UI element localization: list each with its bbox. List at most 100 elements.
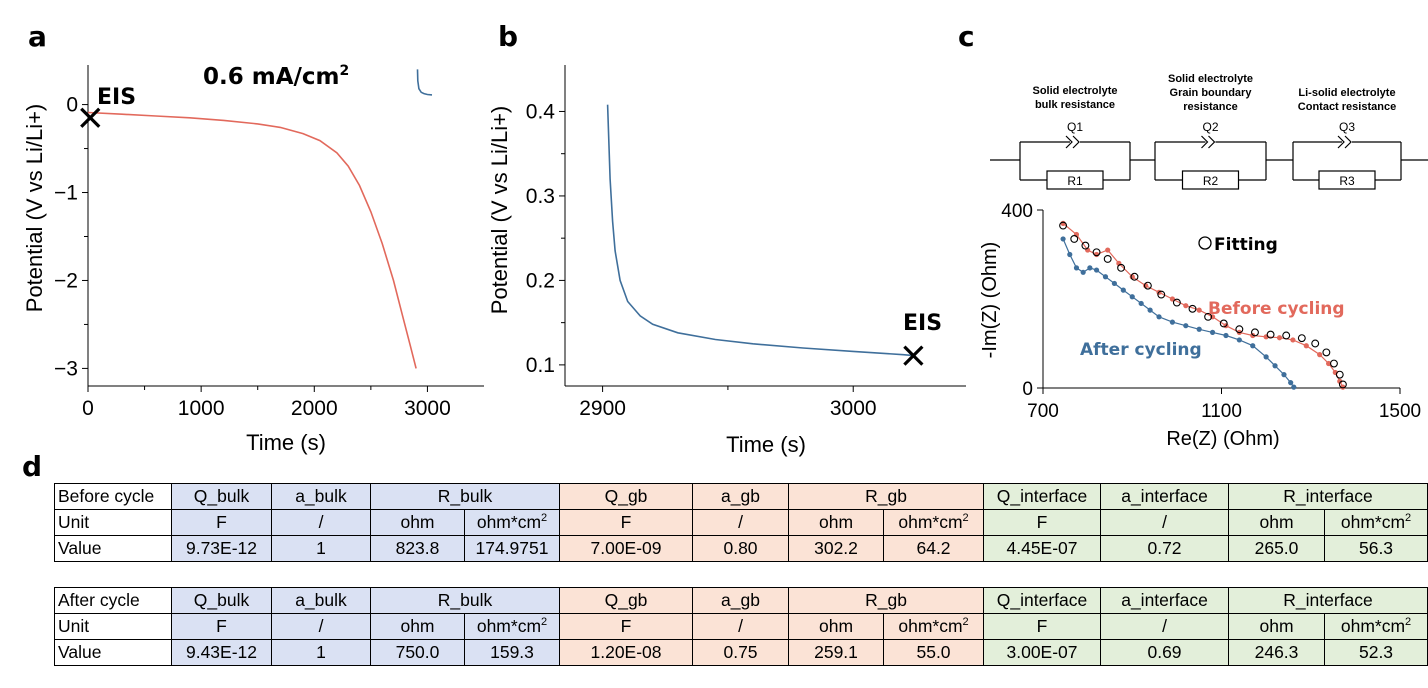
- table-cell: F: [171, 613, 272, 640]
- table-cell: 823.8: [370, 535, 465, 562]
- table-cell: F: [559, 509, 694, 536]
- data-point-red: [1340, 384, 1346, 390]
- fitting-point: [1188, 304, 1197, 313]
- x-tick-label: 1100: [1201, 401, 1242, 422]
- circuit-q-label: Q1: [1067, 120, 1083, 134]
- table-cell: F: [983, 613, 1102, 640]
- table-cell: ohm: [1228, 613, 1326, 640]
- table-cell: ohm*cm2: [883, 509, 985, 536]
- x-tick-label: 700: [1027, 401, 1059, 422]
- table-header-cell: Q_interface: [983, 483, 1102, 510]
- circuit-title-line: Grain boundary: [1170, 87, 1253, 99]
- table-row-label: Value: [54, 535, 172, 562]
- table-cell: ohm: [370, 509, 465, 536]
- table-header-cell: a_gb: [692, 483, 790, 510]
- data-point-blue: [1236, 337, 1242, 343]
- table-cell: /: [692, 509, 790, 536]
- fitting-point: [1070, 234, 1079, 243]
- table-header-cell: a_bulk: [271, 587, 371, 614]
- table-header-row: Before cycle Q_bulk a_bulk R_bulk Q_gb a_gb R_…: [54, 483, 1428, 510]
- data-point-red: [1276, 335, 1283, 341]
- y-tick-label: 400: [1001, 201, 1033, 222]
- x-tick-label: 2000: [291, 397, 338, 420]
- circuit-title-line: Contact resistance: [1298, 101, 1396, 113]
- data-point-blue: [1291, 384, 1297, 390]
- table-cell: 1.20E-08: [559, 639, 694, 666]
- table-header-cell: a_gb: [692, 587, 790, 614]
- table-value-row: Value 9.43E-12 1 750.0 159.3 1.20E-08 0.75 259.…: [54, 639, 1428, 666]
- table-header-cell: Q_interface: [983, 587, 1102, 614]
- y-axis-title: Potential (V vs Li/Li+): [22, 104, 47, 312]
- y-tick-label: −3: [54, 357, 78, 380]
- fit-table-after: After cycle Q_bulk a_bulk R_bulk Q_gb a_gb R_g…: [54, 587, 1428, 666]
- legend-before-cycling: Before cycling: [1208, 299, 1345, 319]
- table-value-row: Value 9.73E-12 1 823.8 174.9751 7.00E-09 0.80 3…: [54, 535, 1428, 562]
- table-title-cell: Before cycle: [54, 483, 172, 510]
- table-unit-row: Unit F / ohm ohm*cm2 F / ohm ohm*cm2 F / ohm ohm*cm2: [54, 613, 1428, 640]
- data-point-red: [1196, 307, 1202, 313]
- series-line-blue: [416, 69, 433, 96]
- table-cell: ohm: [788, 509, 885, 536]
- table-cell: ohm*cm2: [1324, 509, 1428, 536]
- table-header-row: After cycle Q_bulk a_bulk R_bulk Q_gb a_gb R_g…: [54, 587, 1428, 614]
- table-row-label: Unit: [54, 613, 172, 640]
- data-point-blue: [1196, 326, 1202, 332]
- circuit-q-label: Q3: [1339, 120, 1355, 134]
- y-tick-label: 0.1: [526, 354, 555, 377]
- table-cell: 0.72: [1100, 535, 1230, 562]
- unit-superscript: 2: [541, 616, 548, 629]
- circuit-title-line: Solid electrolyte: [1033, 85, 1118, 97]
- table-cell: /: [1100, 613, 1230, 640]
- table-cell: 4.45E-07: [983, 535, 1102, 562]
- table-cell: ohm*cm2: [883, 613, 985, 640]
- table-cell: 1: [271, 535, 371, 562]
- table-cell: /: [271, 509, 371, 536]
- data-point-blue: [1209, 329, 1216, 335]
- legend-fitting: Fitting: [1214, 235, 1278, 255]
- table-cell: 159.3: [463, 639, 561, 666]
- x-axis-title: Time (s): [246, 430, 326, 455]
- fitting-point: [1172, 298, 1181, 307]
- x-axis-title: Time (s): [726, 432, 806, 457]
- unit-superscript: 2: [541, 512, 548, 525]
- table-cell: 9.43E-12: [171, 639, 272, 666]
- data-point-blue: [1223, 332, 1229, 339]
- fit-table-before: Before cycle Q_bulk a_bulk R_bulk Q_gb a_gb R_…: [54, 483, 1428, 562]
- table-cell: 52.3: [1324, 639, 1428, 666]
- fitting-point: [1081, 241, 1090, 250]
- x-tick-label: 0: [82, 397, 94, 420]
- y-axis-title: -Im(Z) (Ohm): [979, 242, 1001, 359]
- x-tick-label: 3000: [830, 397, 877, 420]
- table-cell: ohm: [1228, 509, 1326, 536]
- circuit-r-label: R2: [1203, 174, 1219, 188]
- unit-superscript: 2: [1405, 512, 1412, 525]
- y-axis-title: Potential (V vs Li/Li+): [490, 106, 512, 314]
- table-header-cell: Q_gb: [559, 483, 694, 510]
- data-point-blue: [1067, 251, 1073, 258]
- fitting-point: [1282, 331, 1291, 340]
- table-cell: 0.69: [1100, 639, 1230, 666]
- y-tick-label: 0.3: [526, 185, 555, 208]
- fitting-point: [1297, 334, 1306, 343]
- panel-label-b: b: [498, 20, 519, 53]
- data-point-red: [1290, 337, 1296, 343]
- data-point-blue: [1272, 363, 1278, 369]
- data-point-blue: [1080, 269, 1086, 275]
- circuit-q-label: Q2: [1202, 120, 1218, 134]
- data-point-blue: [1281, 372, 1287, 378]
- table-header-cell: Q_gb: [559, 587, 694, 614]
- data-point-blue: [1288, 380, 1294, 386]
- table-cell: 0.80: [692, 535, 790, 562]
- data-point-blue: [1169, 319, 1176, 325]
- circuit-element-3: [1292, 135, 1402, 190]
- eis-label: EIS: [903, 311, 942, 336]
- unit-superscript: 2: [1405, 616, 1412, 629]
- table-header-cell: Q_bulk: [171, 587, 272, 614]
- table-header-cell: R_gb: [788, 587, 985, 614]
- data-point-blue: [1156, 314, 1162, 320]
- table-header-cell: R_interface: [1228, 483, 1428, 510]
- data-point-blue: [1073, 265, 1080, 271]
- panel-label-a: a: [28, 20, 47, 53]
- circuit-title-line: bulk resistance: [1035, 99, 1115, 111]
- fitting-point: [1266, 330, 1275, 339]
